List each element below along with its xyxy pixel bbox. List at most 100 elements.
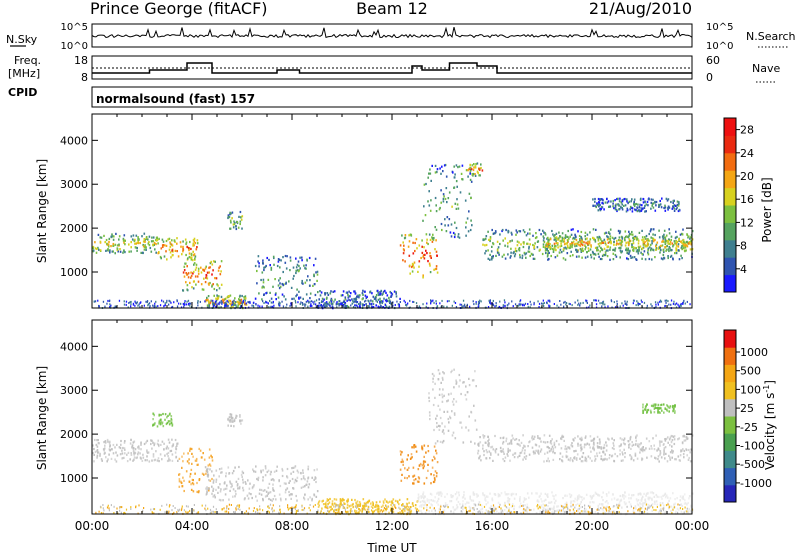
velocity-cell [645, 405, 647, 408]
power-cell [335, 303, 338, 306]
velocity-cell [514, 438, 516, 441]
velocity-cell [546, 510, 548, 513]
power-cell [439, 302, 441, 305]
power-cell [649, 230, 652, 233]
velocity-cell [423, 482, 426, 485]
power-cell [326, 292, 329, 295]
power-cell [547, 258, 549, 261]
velocity-cell [272, 483, 274, 486]
power-cell [619, 305, 621, 308]
power-cell [658, 204, 660, 207]
power-cell [644, 204, 646, 207]
velocity-cell [453, 386, 455, 389]
power-cell [639, 303, 641, 306]
power-cell [206, 304, 209, 307]
power-cell [455, 306, 458, 308]
power-cell [152, 243, 154, 246]
power-cell [248, 301, 250, 304]
velocity-cell [235, 480, 238, 483]
velocity-cell [566, 455, 569, 458]
power-cell [385, 298, 388, 301]
velocity-cell [178, 485, 181, 488]
power-cell [586, 237, 588, 240]
power-cell [650, 236, 652, 239]
power-cell [640, 207, 643, 210]
velocity-cell [606, 494, 608, 497]
colorbar-segment [724, 222, 736, 241]
velocity-cell [623, 497, 625, 500]
power-cell [443, 164, 446, 167]
power-cell [667, 207, 669, 210]
power-cell [565, 242, 567, 245]
velocity-cell [461, 511, 463, 514]
velocity-cell [440, 494, 443, 498]
power-cell [262, 262, 264, 265]
power-cell [662, 239, 664, 242]
power-cell [145, 300, 147, 303]
power-cell [606, 197, 608, 201]
power-cell [455, 207, 458, 210]
power-cell [450, 223, 453, 226]
power-cell [504, 244, 506, 247]
power-cell [516, 240, 519, 243]
power-cell [579, 241, 581, 244]
velocity-cell [398, 503, 400, 506]
power-cell [584, 256, 587, 259]
power-cell [499, 233, 501, 236]
velocity-cell [124, 440, 126, 443]
power-cell [605, 243, 607, 246]
power-cell [593, 299, 595, 302]
velocity-cell [130, 508, 132, 510]
power-colorbar-label: Power [dB] [760, 177, 774, 242]
velocity-cell [167, 455, 169, 458]
power-cell [478, 167, 480, 170]
velocity-cell [239, 414, 241, 417]
power-cell [170, 301, 172, 304]
velocity-cell [97, 439, 99, 442]
velocity-cell [206, 486, 208, 489]
velocity-cell [687, 458, 690, 461]
velocity-cell [619, 449, 621, 452]
power-cell [668, 242, 670, 245]
power-cell [584, 248, 586, 251]
power-cell [330, 302, 332, 305]
power-cell [123, 241, 125, 244]
velocity-cell [421, 448, 424, 451]
velocity-cell [148, 460, 151, 463]
power-cell [587, 241, 589, 244]
velocity-cell [409, 511, 411, 514]
freq-unit-label: [MHz] [8, 67, 40, 80]
velocity-cell [433, 445, 436, 448]
velocity-cell [684, 502, 687, 505]
velocity-cell [663, 448, 665, 451]
velocity-cell [292, 466, 294, 469]
power-cell [553, 245, 556, 248]
power-cell [229, 211, 231, 214]
colorbar-segment [724, 205, 736, 223]
power-cell [107, 245, 110, 248]
velocity-cell [452, 511, 455, 514]
power-cell [466, 217, 469, 220]
power-cell [621, 250, 623, 253]
power-cell [464, 199, 467, 202]
power-cell [680, 246, 683, 249]
power-cell [310, 303, 312, 306]
power-cell [215, 277, 218, 280]
power-cell [171, 305, 174, 308]
power-cell [558, 251, 561, 254]
power-cell [375, 304, 377, 307]
velocity-cell [523, 456, 526, 459]
velocity-cell [651, 503, 654, 506]
power-cell [519, 300, 521, 303]
velocity-cell [578, 494, 580, 497]
power-cell [563, 240, 566, 243]
power-cell [658, 229, 660, 232]
velocity-cell [436, 501, 438, 504]
velocity-cell [520, 451, 523, 454]
velocity-cell [167, 451, 170, 455]
power-cell [186, 273, 189, 276]
velocity-cell [293, 481, 296, 484]
power-cell [320, 303, 323, 307]
velocity-cell [451, 410, 453, 413]
power-cell [527, 242, 529, 245]
